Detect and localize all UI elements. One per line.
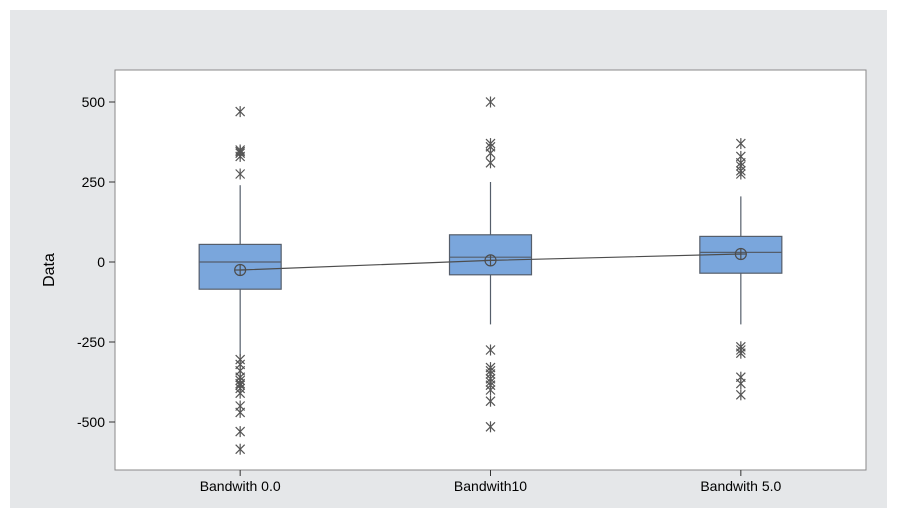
outlier-point xyxy=(235,426,246,438)
x-tick-label: Bandwith 0.0 xyxy=(200,478,281,494)
mean-marker xyxy=(734,247,747,261)
x-tick-label: Bandwith 5.0 xyxy=(700,478,781,494)
y-tick-label: 500 xyxy=(82,94,106,110)
outlier-point xyxy=(235,406,246,418)
outlier-point xyxy=(235,443,246,455)
outlier-point xyxy=(485,96,496,108)
y-axis: -500 -250 0 250 500 xyxy=(77,94,115,430)
y-tick-label: 250 xyxy=(82,174,106,190)
outlier-point xyxy=(735,138,746,150)
mean-marker xyxy=(484,254,497,267)
mean-marker xyxy=(234,263,247,277)
outlier-point xyxy=(485,157,496,169)
outlier-point xyxy=(485,421,496,433)
outlier-point xyxy=(485,344,496,356)
x-axis: Bandwith 0.0 Bandwith10 Bandwith 5.0 xyxy=(200,470,782,494)
y-axis-title: Data xyxy=(41,253,58,287)
y-tick-label: 0 xyxy=(97,254,105,270)
outlier-point xyxy=(485,147,496,159)
outlier-point xyxy=(735,378,746,390)
mean-connect-line-group xyxy=(234,247,747,277)
outlier-point xyxy=(735,389,746,401)
outlier-point xyxy=(735,168,746,180)
outlier-point xyxy=(235,168,246,180)
outlier-point xyxy=(235,387,246,399)
outlier-point xyxy=(235,150,246,162)
x-tick-label: Bandwith10 xyxy=(454,478,527,494)
box-group xyxy=(198,106,282,455)
outlier-point xyxy=(235,106,246,118)
outlier-point xyxy=(735,347,746,359)
outlier-point xyxy=(485,384,496,396)
y-tick-label: -500 xyxy=(77,414,105,430)
y-tick-label: -250 xyxy=(77,334,105,350)
outlier-point xyxy=(485,395,496,407)
